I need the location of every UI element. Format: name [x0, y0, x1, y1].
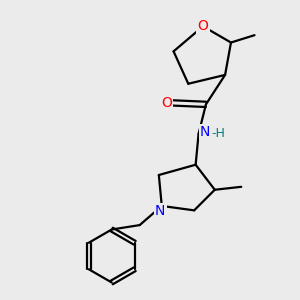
Text: N: N — [200, 125, 210, 139]
Text: N: N — [155, 204, 166, 218]
Text: -H: -H — [212, 127, 226, 140]
Text: O: O — [198, 19, 208, 33]
Text: O: O — [161, 96, 172, 110]
